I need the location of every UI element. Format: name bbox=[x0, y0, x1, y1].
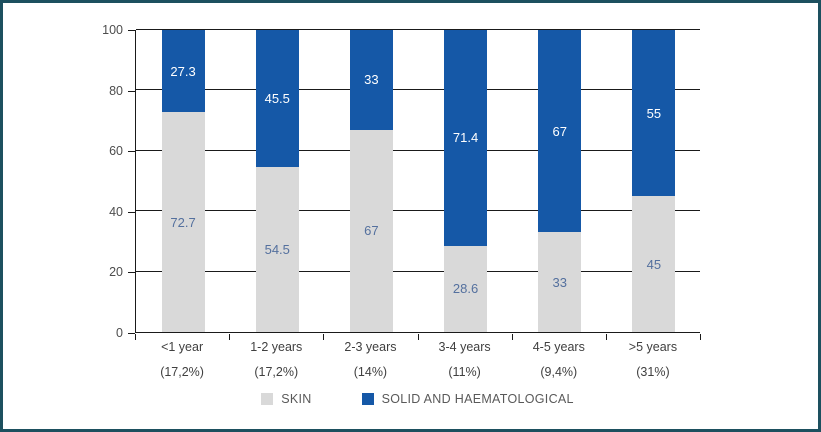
value-label: 28.6 bbox=[452, 281, 479, 297]
bar-segment-skin: 72.7 bbox=[161, 112, 205, 332]
y-tick-label-60: 60 bbox=[109, 144, 123, 159]
x-category-label: <1 year bbox=[161, 340, 204, 354]
legend-item-skin: SKIN bbox=[261, 392, 311, 406]
value-label: 27.3 bbox=[170, 63, 196, 79]
value-label: 54.5 bbox=[264, 242, 290, 258]
value-label: 45 bbox=[646, 256, 662, 272]
y-tick-mark-40 bbox=[128, 211, 135, 213]
x-tick-mark-5 bbox=[605, 334, 607, 340]
x-category: 3-4 years (11%) bbox=[418, 339, 512, 380]
value-label: 67 bbox=[552, 123, 567, 139]
gridline-y-20 bbox=[136, 270, 700, 272]
legend-item-solid-and-haematological: SOLID AND HAEMATOLOGICAL bbox=[361, 392, 574, 406]
legend: SKIN SOLID AND HAEMATOLOGICAL bbox=[135, 392, 700, 406]
bar-<1 year: 72.7 27.3 bbox=[161, 30, 205, 332]
y-tick-mark-20 bbox=[128, 272, 135, 274]
x-category-percentage: (14%) bbox=[353, 365, 388, 379]
x-category-percentage: (31%) bbox=[636, 365, 670, 379]
bar-4-5 years: 33 67 bbox=[538, 30, 582, 332]
y-tick-label-0: 0 bbox=[116, 326, 123, 340]
x-category: 1-2 years (17,2%) bbox=[229, 339, 323, 380]
x-tick-mark-4 bbox=[511, 334, 513, 340]
bar-segment-solid-and-haematological: 33 bbox=[349, 30, 393, 130]
x-category: 4-5 years (9,4%) bbox=[512, 339, 606, 380]
x-category-percentage: (17,2%) bbox=[254, 365, 299, 379]
value-label: 45.5 bbox=[264, 91, 290, 107]
y-tick-mark-60 bbox=[128, 151, 135, 153]
y-tick-label-20: 20 bbox=[109, 265, 123, 280]
y-tick-label-40: 40 bbox=[109, 204, 123, 219]
x-category-label: 1-2 years bbox=[250, 340, 303, 354]
bar-segment-skin: 45 bbox=[632, 196, 676, 332]
value-label: 55 bbox=[646, 105, 662, 121]
x-category-label: 2-3 years bbox=[344, 340, 397, 354]
x-category-label: 3-4 years bbox=[438, 340, 491, 354]
value-label: 67 bbox=[364, 223, 379, 239]
x-tick-mark-0 bbox=[135, 334, 136, 340]
legend-label: SKIN bbox=[281, 392, 312, 406]
y-tick-mark-0 bbox=[128, 333, 135, 334]
bar-segment-skin: 54.5 bbox=[255, 167, 299, 332]
gridline-y-60 bbox=[136, 149, 700, 151]
bar-1-2 years: 54.5 45.5 bbox=[255, 30, 299, 332]
value-label: 71.4 bbox=[452, 130, 479, 146]
legend-swatch-icon bbox=[361, 393, 374, 405]
bar-segment-skin: 67 bbox=[349, 129, 393, 332]
bar-segment-solid-and-haematological: 71.4 bbox=[444, 30, 488, 246]
x-tick-mark-2 bbox=[323, 334, 325, 340]
value-label: 33 bbox=[364, 72, 379, 88]
gridline-y-40 bbox=[136, 210, 700, 212]
x-axis-labels: <1 year (17,2%) 1-2 years (17,2%) 2-3 years (… bbox=[135, 339, 700, 380]
bar-segment-skin: 33 bbox=[538, 232, 582, 332]
legend-label: SOLID AND HAEMATOLOGICAL bbox=[381, 392, 574, 406]
y-tick-label-80: 80 bbox=[109, 83, 123, 98]
legend-swatch-icon bbox=[261, 393, 274, 405]
x-tick-mark-1 bbox=[229, 334, 231, 340]
bar-segment-solid-and-haematological: 67 bbox=[538, 30, 582, 233]
bar-2-3 years: 67 33 bbox=[349, 30, 393, 332]
bar-segment-solid-and-haematological: 27.3 bbox=[161, 30, 205, 113]
x-tick-mark-3 bbox=[417, 334, 419, 340]
x-category: >5 years (31%) bbox=[606, 339, 700, 380]
value-label: 72.7 bbox=[170, 214, 196, 230]
y-tick-label-100: 100 bbox=[102, 23, 123, 37]
bar-segment-skin: 28.6 bbox=[444, 245, 488, 332]
x-category-percentage: (17,2%) bbox=[160, 365, 204, 379]
x-category-percentage: (9,4%) bbox=[540, 365, 578, 379]
y-tick-mark-80 bbox=[128, 90, 135, 92]
value-label: 33 bbox=[552, 274, 567, 290]
bar-3-4 years: 28.6 71.4 bbox=[444, 30, 488, 332]
gridline-y-80 bbox=[136, 89, 700, 91]
x-category-percentage: (11%) bbox=[448, 365, 481, 379]
x-category-label: 4-5 years bbox=[532, 340, 585, 354]
y-tick-mark-100 bbox=[128, 30, 135, 31]
x-category: 2-3 years (14%) bbox=[323, 339, 417, 380]
x-category: <1 year (17,2%) bbox=[135, 339, 229, 380]
x-category-label: >5 years bbox=[628, 340, 678, 354]
plot-area: 72.7 27.3 54.5 45.5 67 33 28.6 71.4 33 67 45 55 bbox=[135, 29, 700, 333]
x-tick-mark-6 bbox=[700, 334, 701, 340]
bar-segment-solid-and-haematological: 45.5 bbox=[255, 30, 299, 168]
bar->5 years: 45 55 bbox=[632, 30, 676, 332]
bar-segment-solid-and-haematological: 55 bbox=[632, 30, 676, 197]
gridline-y-100 bbox=[136, 29, 700, 30]
